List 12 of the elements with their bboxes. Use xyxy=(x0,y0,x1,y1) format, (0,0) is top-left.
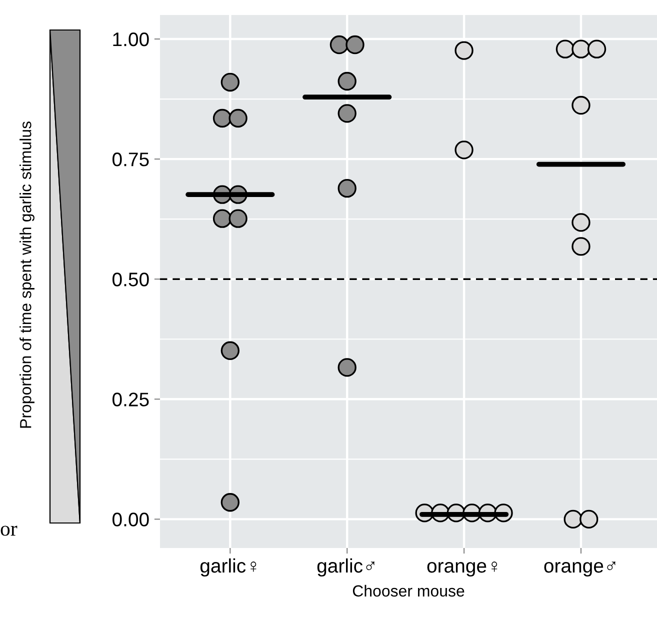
y-tick-label: 0.50 xyxy=(112,272,149,286)
text: or xyxy=(0,526,18,536)
x-tick-label: orange♀ xyxy=(427,562,498,577)
x-tick-label: garlic♀ xyxy=(200,558,256,577)
x-tick-label: garlic♂ xyxy=(317,558,374,577)
y-tick-label: 0.25 xyxy=(112,392,149,406)
y-tick-label: 0.00 xyxy=(112,512,149,526)
x-tick-label: orange♂ xyxy=(544,562,616,577)
y-tick-label: 0.75 xyxy=(112,152,149,166)
y-tick-label: 1.00 xyxy=(113,32,149,46)
x-axis-title: Chooser mouse xyxy=(352,584,464,597)
y-axis-title: Proportion of time spent with garlic stimulus xyxy=(20,122,34,428)
